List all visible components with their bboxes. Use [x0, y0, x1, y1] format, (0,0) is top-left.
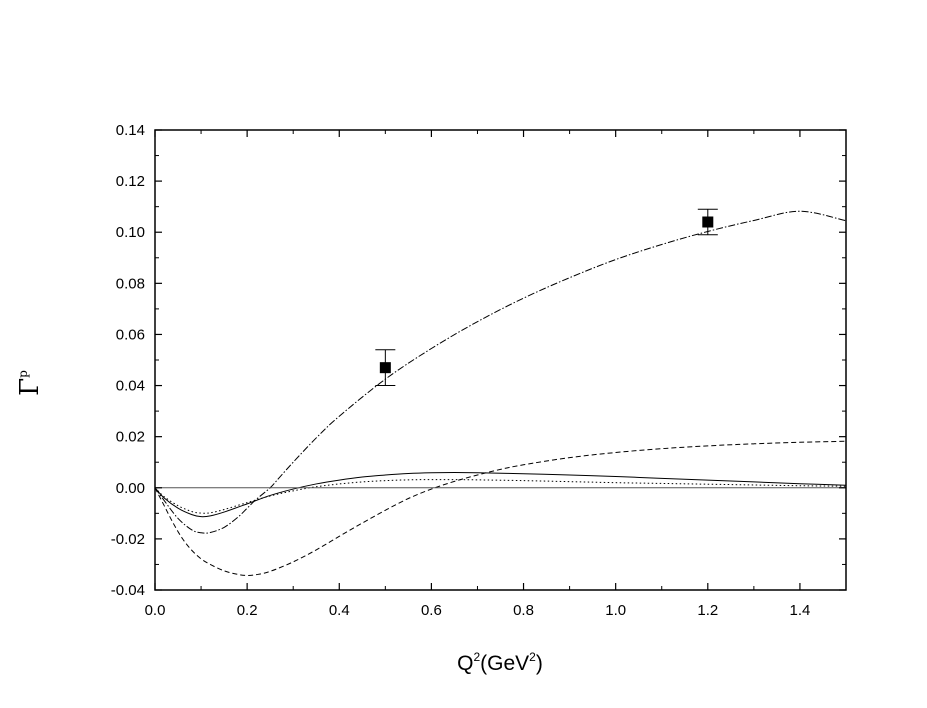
data-point-marker	[379, 362, 391, 374]
x-tick-label: 0.2	[237, 602, 258, 619]
y-tick-label: 0.04	[116, 378, 145, 395]
y-axis-title-base: Γ	[15, 378, 45, 396]
y-axis-title-sup: p	[16, 370, 30, 378]
data-points-layer	[375, 208, 718, 387]
x-tick-labels: 0.0 0.2 0.4 0.6 0.8 1.0 1.2 1.4	[145, 602, 811, 619]
y-tick-label: -0.04	[111, 582, 145, 599]
x-tick-label: 0.6	[421, 602, 442, 619]
x-tick-label: 0.4	[329, 602, 350, 619]
x-axis-title-base: Q	[457, 652, 473, 675]
curves-layer	[154, 210, 847, 576]
ticks-layer	[154, 129, 847, 591]
x-axis-title-sup: 2	[473, 650, 480, 664]
x-axis-title: Q2(GeV2)	[457, 650, 543, 675]
x-axis-title-end: )	[536, 652, 543, 675]
x-tick-label: 0.8	[513, 602, 534, 619]
x-tick-label: 0.0	[145, 602, 166, 619]
y-tick-label: 0.06	[116, 326, 145, 343]
y-tick-label: 0.08	[116, 275, 145, 292]
y-tick-labels: -0.04 -0.02 0.00 0.02 0.04 0.06 0.08 0.10 0.12 0.…	[111, 122, 145, 599]
data-point-marker	[702, 216, 714, 228]
x-tick-label: 1.4	[790, 602, 811, 619]
x-axis-title-mid: (GeV	[480, 652, 529, 675]
y-tick-label: -0.02	[111, 531, 145, 548]
y-tick-label: 0.14	[116, 122, 145, 139]
x-tick-label: 1.0	[605, 602, 626, 619]
series-line-dotted	[154, 479, 847, 514]
y-tick-label: 0.02	[116, 429, 145, 446]
y-tick-label: 0.00	[116, 480, 145, 497]
x-tick-label: 1.2	[697, 602, 718, 619]
plot-frame	[154, 129, 847, 591]
y-tick-label: 0.10	[116, 224, 145, 241]
series-line-dash-dot	[154, 210, 847, 534]
series-line-dashed	[154, 440, 847, 576]
y-axis-title: Γp	[15, 370, 45, 396]
y-tick-label: 0.12	[116, 173, 145, 190]
series-line-solid	[154, 471, 847, 518]
x-axis-title-sup2: 2	[529, 650, 536, 664]
